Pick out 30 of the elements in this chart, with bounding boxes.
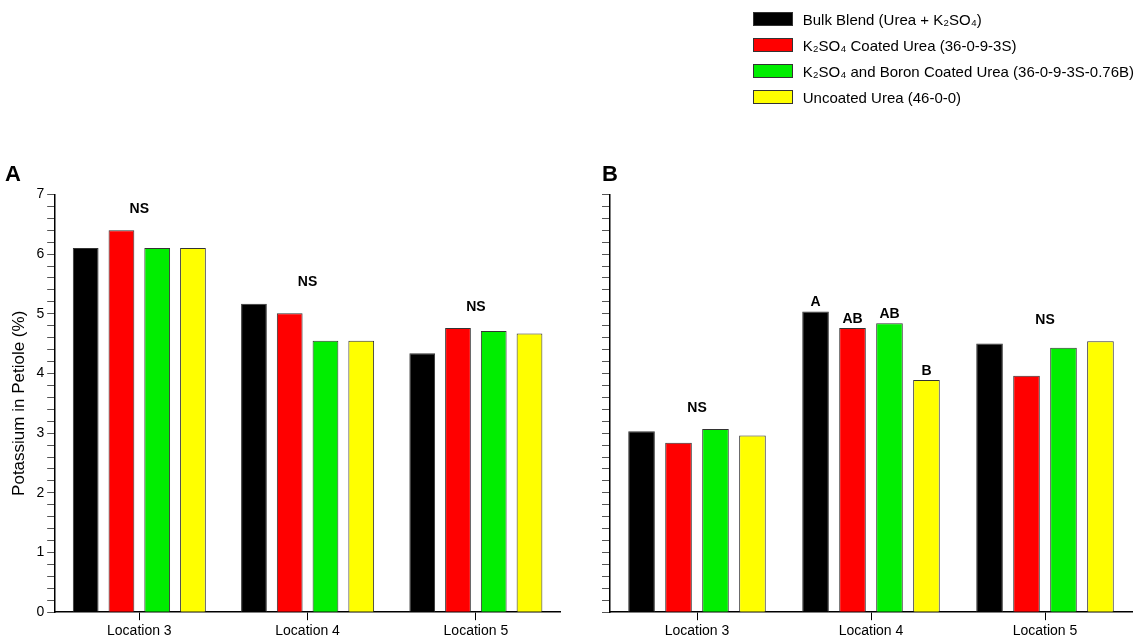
- x-tick-label: Location 3: [107, 622, 172, 639]
- y-tick-label: 0: [36, 603, 45, 620]
- data-label: AB: [842, 309, 863, 326]
- y-tick-label: 5: [36, 304, 45, 321]
- chart-title: A: [5, 161, 21, 187]
- legend-label: K₂SO₄ Coated Urea (36-0-9-3S): [802, 36, 1017, 54]
- annotation: NS: [297, 273, 318, 290]
- y-tick-label: 4: [36, 364, 45, 381]
- y-tick-label: 6: [36, 244, 45, 261]
- y-tick-label: 1: [36, 543, 45, 560]
- x-tick-label: Location 4: [838, 622, 904, 639]
- data-label: B: [921, 361, 932, 378]
- annotation: NS: [466, 297, 486, 314]
- y-tick-label: 2: [36, 483, 45, 500]
- x-tick-label: Location 3: [664, 622, 730, 639]
- legend-label: Bulk Blend (Urea + K₂SO₄): [802, 10, 982, 28]
- legend-label: K₂SO₄ and Boron Coated Urea (36-0-9-3S-0.76B): [802, 62, 1134, 80]
- y-tick-label: 3: [36, 424, 45, 440]
- y-axis-title: Potassium in Petiole (%): [8, 310, 28, 496]
- x-tick-label: Location 5: [443, 622, 509, 639]
- annotation: NS: [1035, 311, 1055, 328]
- x-tick-label: Location 5: [1012, 622, 1078, 639]
- data-label: AB: [879, 305, 900, 322]
- y-tick-label: 7: [36, 185, 45, 202]
- data-label: A: [810, 293, 821, 310]
- legend-label: Uncoated Urea (46-0-0): [802, 88, 962, 106]
- annotation: NS: [687, 398, 707, 415]
- x-tick-label: Location 4: [275, 622, 341, 639]
- annotation: NS: [129, 200, 150, 217]
- chart-title: B: [602, 161, 618, 187]
